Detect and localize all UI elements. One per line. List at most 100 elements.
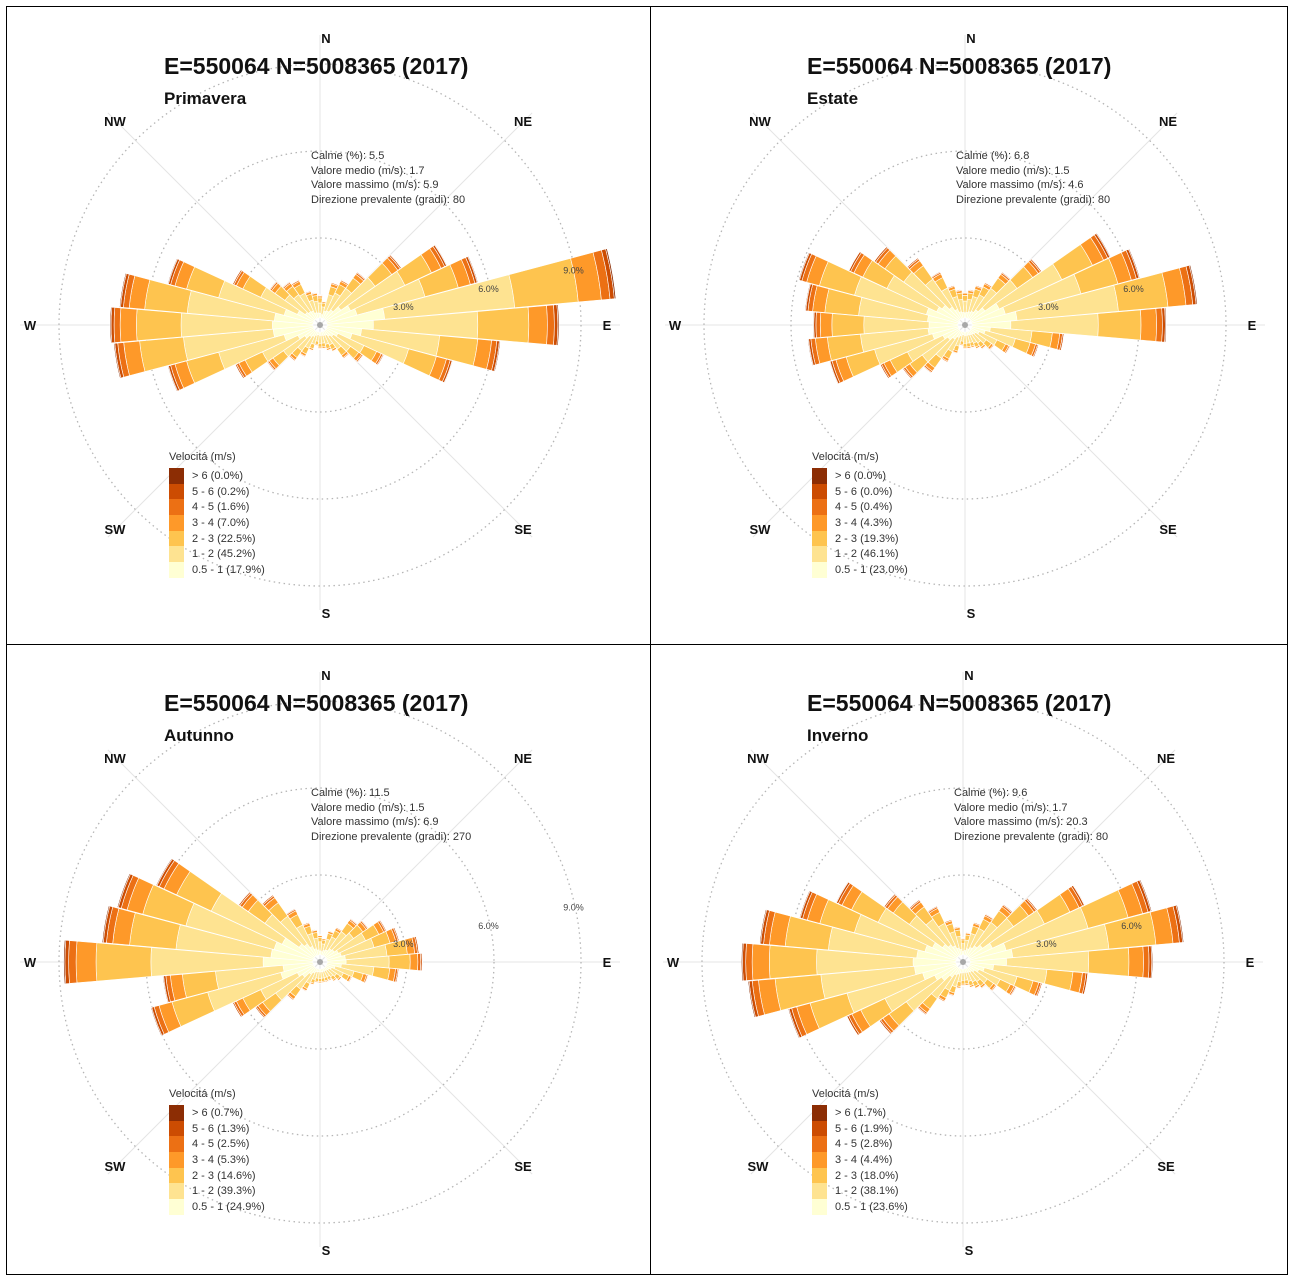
legend-label: > 6 (1.7%) (835, 1107, 886, 1119)
speed-legend: Velocitá (m/s)> 6 (0.0%)5 - 6 (0.0%)4 - … (812, 451, 908, 578)
legend-label: 3 - 4 (4.3%) (835, 517, 892, 529)
legend-swatch (169, 468, 184, 484)
compass-n: N (964, 668, 973, 683)
legend-label: > 6 (0.0%) (835, 470, 886, 482)
ring-label-2: 6.0% (1121, 921, 1142, 931)
compass-ne: NE (1159, 114, 1177, 129)
ring-label-2: 6.0% (1123, 284, 1144, 294)
chart-subtitle: Inverno (807, 726, 868, 746)
compass-ne: NE (514, 751, 532, 766)
sector-100-band-2 (1044, 969, 1073, 990)
stat-massimo: Valore massimo (m/s): 6.9 (311, 815, 471, 830)
sector-90-band-2 (389, 954, 410, 969)
sector-90-band-4 (547, 305, 555, 345)
legend-label: 2 - 3 (19.3%) (835, 533, 899, 545)
legend-swatch (812, 1121, 827, 1137)
legend-title: Velocitá (m/s) (169, 451, 265, 463)
legend-item: 1 - 2 (45.2%) (169, 546, 265, 562)
sector-180-band-2 (318, 343, 322, 347)
sector-0-band-2 (962, 295, 967, 301)
compass-n: N (321, 31, 330, 46)
sector-90-band-3 (1128, 947, 1143, 978)
stat-calme: Calme (%): 5.5 (311, 149, 465, 164)
sector-90-band-6 (422, 953, 423, 971)
stat-calme: Calme (%): 11.5 (311, 786, 471, 801)
sector-0-band-2 (318, 298, 323, 303)
legend-label: 0.5 - 1 (23.6%) (835, 1201, 908, 1213)
compass-s: S (322, 1243, 331, 1258)
legend-swatch (812, 468, 827, 484)
sector-0-band-2 (318, 937, 322, 942)
legend-swatch (169, 484, 184, 500)
center-dot (962, 322, 968, 328)
compass-s: S (965, 1243, 974, 1258)
legend-item: 1 - 2 (38.1%) (812, 1183, 908, 1199)
stat-direzione: Direzione prevalente (gradi): 80 (954, 830, 1108, 845)
stat-calme: Calme (%): 6.8 (956, 149, 1110, 164)
sector-90-band-2 (1088, 948, 1129, 976)
legend-item: 1 - 2 (39.3%) (169, 1183, 265, 1199)
legend-swatch (812, 1136, 827, 1152)
legend-item: 3 - 4 (5.3%) (169, 1152, 265, 1168)
sector-180-band-2 (318, 978, 321, 981)
sector-270-band-3 (120, 308, 137, 342)
sector-90-band-3 (528, 306, 547, 345)
legend-swatch (812, 546, 827, 562)
legend-label: 4 - 5 (2.8%) (835, 1138, 892, 1150)
compass-w: W (667, 955, 680, 970)
legend-label: 3 - 4 (4.4%) (835, 1154, 892, 1166)
compass-s: S (967, 606, 976, 621)
chart-subtitle: Primavera (164, 89, 246, 109)
compass-n: N (321, 668, 330, 683)
ring-label-1: 3.0% (393, 939, 414, 949)
compass-se: SE (514, 1159, 532, 1174)
legend-item: 4 - 5 (2.8%) (812, 1136, 908, 1152)
compass-nw: NW (747, 751, 769, 766)
compass-e: E (603, 318, 612, 333)
sector-180-band-2 (961, 980, 965, 984)
compass-se: SE (514, 522, 532, 537)
legend-swatch (169, 562, 184, 578)
sector-90-band-4 (1156, 308, 1163, 342)
sector-90-band-4 (1143, 946, 1149, 978)
legend-item: > 6 (0.7%) (169, 1105, 265, 1121)
legend-item: 5 - 6 (1.9%) (812, 1121, 908, 1137)
legend-swatch (169, 515, 184, 531)
legend-label: 4 - 5 (2.5%) (192, 1138, 249, 1150)
sector-90-band-2 (1098, 310, 1141, 340)
compass-nw: NW (104, 751, 126, 766)
chart-subtitle: Autunno (164, 726, 234, 746)
sector-270-band-4 (114, 307, 121, 342)
legend-swatch (169, 1136, 184, 1152)
chart-title: E=550064 N=5008365 (2017) (807, 690, 1111, 717)
legend-swatch (169, 499, 184, 515)
legend-item: > 6 (0.0%) (812, 468, 908, 484)
legend-swatch (812, 562, 827, 578)
legend-label: 0.5 - 1 (23.0%) (835, 564, 908, 576)
chart-title: E=550064 N=5008365 (2017) (164, 690, 468, 717)
chart-title: E=550064 N=5008365 (2017) (807, 53, 1111, 80)
legend-label: 5 - 6 (1.3%) (192, 1123, 249, 1135)
legend-swatch (169, 1121, 184, 1137)
legend-swatch (812, 1168, 827, 1184)
legend-label: 5 - 6 (1.9%) (835, 1123, 892, 1135)
legend-label: 5 - 6 (0.0%) (835, 486, 892, 498)
sector-90-band-2 (477, 307, 529, 343)
stat-direzione: Direzione prevalente (gradi): 80 (956, 193, 1110, 208)
compass-w: W (669, 318, 682, 333)
sector-270-band-2 (136, 309, 181, 340)
legend-swatch (812, 1152, 827, 1168)
legend-swatch (169, 531, 184, 547)
legend-item: 3 - 4 (7.0%) (169, 515, 265, 531)
legend-swatch (169, 1183, 184, 1199)
sector-270-band-3 (820, 313, 832, 338)
ring-label-1: 3.0% (1036, 939, 1057, 949)
legend-label: 1 - 2 (39.3%) (192, 1185, 256, 1197)
sector-90-band-4 (418, 953, 421, 970)
